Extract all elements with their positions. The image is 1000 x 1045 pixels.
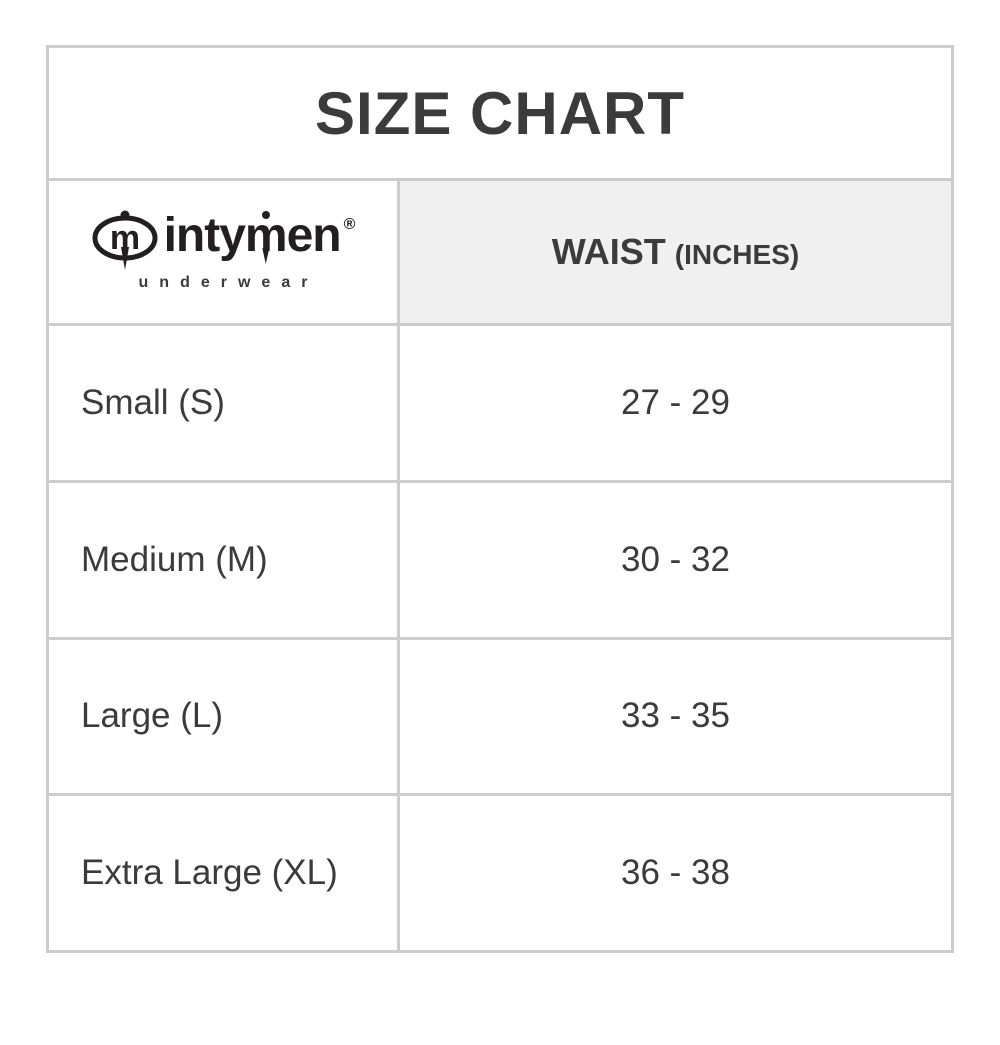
- size-cell: Small (S): [49, 326, 397, 480]
- table-row-extra-large: Extra Large (XL) 36 - 38: [49, 793, 951, 950]
- size-label: Extra Large (XL): [81, 853, 338, 893]
- title-row: SIZE CHART: [49, 48, 951, 178]
- brand-logo-row: m intymen ®: [91, 209, 356, 270]
- table-row-small: Small (S) 27 - 29: [49, 323, 951, 480]
- size-label: Large (L): [81, 696, 224, 736]
- table-row-large: Large (L) 33 - 35: [49, 636, 951, 794]
- size-cell: Large (L): [49, 640, 397, 794]
- waist-unit-label: (INCHES): [674, 239, 800, 270]
- intymen-logo-mark-icon: m: [92, 210, 158, 270]
- waist-range-value: 33 - 35: [621, 696, 730, 736]
- table-row-medium: Medium (M) 30 - 32: [49, 479, 951, 637]
- brand-name-part: en: [286, 209, 342, 262]
- column-header-waist: WAIST (INCHES): [397, 181, 951, 323]
- waist-range-cell: 30 - 32: [397, 482, 951, 637]
- size-cell: Medium (M): [49, 483, 397, 637]
- waist-range-value: 30 - 32: [621, 539, 730, 579]
- waist-range-cell: 36 - 38: [397, 796, 951, 950]
- waist-header-text: WAIST (INCHES): [552, 231, 799, 273]
- brand-logo: m intymen ® underwear: [49, 181, 397, 323]
- waist-label: WAIST: [551, 231, 666, 272]
- brand-name: intymen: [163, 209, 342, 262]
- brand-subtext: underwear: [138, 274, 319, 291]
- waist-range-cell: 27 - 29: [397, 326, 951, 480]
- brand-name-part: inty: [163, 209, 246, 262]
- page-title: SIZE CHART: [315, 79, 685, 147]
- waist-range-value: 36 - 38: [621, 853, 730, 893]
- brand-name-dotted-m: m: [244, 209, 288, 262]
- size-chart-table: SIZE CHART m intymen ® underwear WAIST (…: [46, 45, 954, 953]
- registered-trademark-icon: ®: [343, 216, 356, 233]
- size-cell: Extra Large (XL): [49, 796, 397, 950]
- waist-range-value: 27 - 29: [621, 382, 730, 422]
- table-header-row: m intymen ® underwear WAIST (INCHES): [49, 178, 951, 323]
- size-label: Small (S): [81, 382, 225, 422]
- waist-range-cell: 33 - 35: [397, 639, 951, 794]
- size-label: Medium (M): [81, 539, 268, 579]
